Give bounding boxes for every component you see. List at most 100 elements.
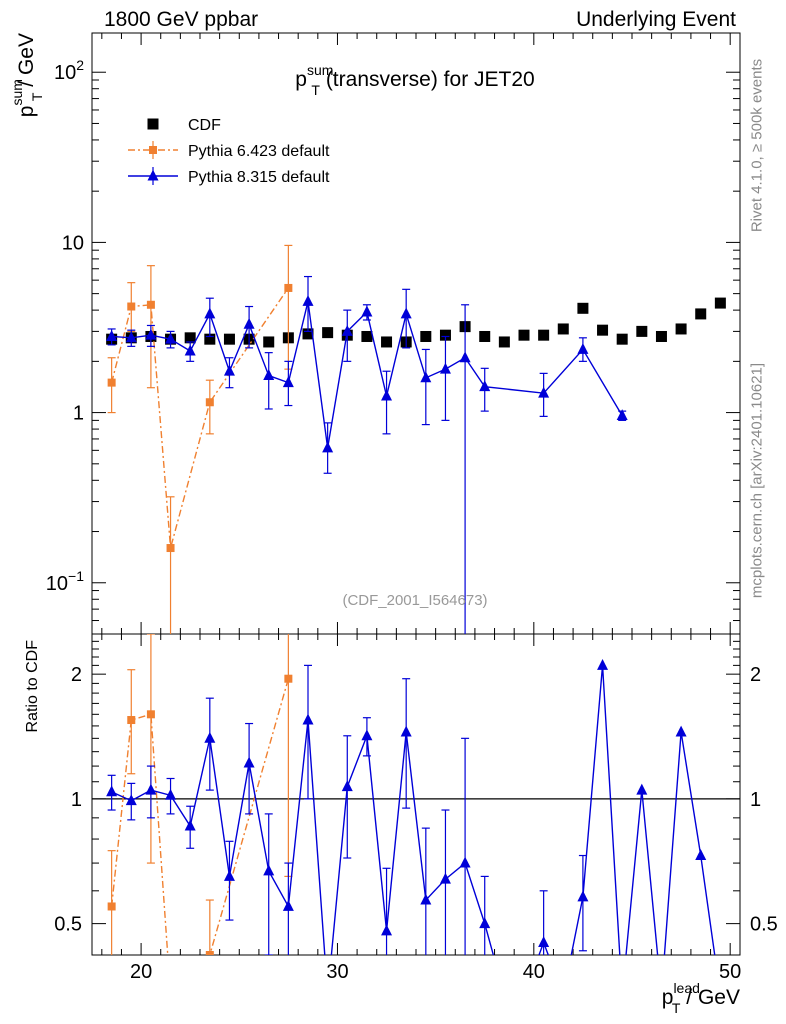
ratio-point-pythia-6-423-default — [146, 710, 155, 719]
ratio-point-pythia-8-315-default — [636, 783, 648, 795]
ratio-point-pythia-8-315-default — [381, 924, 393, 936]
data-point-cdf — [655, 330, 667, 342]
ratio-point-pythia-8-315-default — [577, 890, 589, 902]
header-left-label: 1800 GeV ppbar — [104, 8, 259, 31]
y-tick-label: 102 — [54, 57, 84, 84]
data-point-pythia-6-423-default — [107, 378, 116, 387]
legend-marker-pythia-6-423-default — [149, 146, 157, 154]
x-tick-label: 20 — [130, 961, 152, 983]
ratio-point-pythia-8-315-default — [361, 729, 373, 741]
ratio-point-pythia-8-315-default — [695, 849, 707, 860]
data-point-cdf — [439, 329, 451, 341]
header-right-label: Underlying Event — [576, 8, 736, 31]
data-point-pythia-8-315-default — [439, 362, 451, 374]
data-point-pythia-6-423-default — [205, 398, 214, 407]
data-point-pythia-8-315-default — [361, 305, 373, 317]
ratio-y-axis-label: Ratio to CDF — [24, 640, 41, 733]
data-point-cdf — [479, 330, 491, 342]
ratio-line-pythia-8-315-default — [111, 665, 716, 955]
ratio-point-pythia-8-315-default — [538, 936, 550, 948]
y-tick-label: 10 — [62, 232, 84, 254]
ratio-point-pythia-8-315-default — [302, 713, 314, 725]
ratio-point-pythia-8-315-default — [165, 788, 177, 800]
data-point-pythia-8-315-default — [381, 389, 393, 401]
data-point-cdf — [557, 323, 569, 335]
legend-marker-pythia-8-315-default — [147, 169, 159, 181]
ratio-point-pythia-8-315-default — [282, 900, 294, 911]
data-point-pythia-8-315-default — [145, 328, 157, 340]
data-point-cdf — [538, 329, 550, 341]
data-point-cdf — [204, 333, 216, 345]
data-point-cdf — [381, 336, 393, 348]
data-point-pythia-8-315-default — [106, 330, 118, 341]
x-tick-label: 30 — [326, 961, 348, 983]
data-point-pythia-8-315-default — [616, 409, 628, 421]
ratio-y-tick-label-right: 2 — [750, 664, 761, 686]
y-tick-label: 10−1 — [46, 568, 84, 595]
ratio-point-pythia-8-315-default — [459, 856, 471, 868]
data-point-cdf — [184, 332, 196, 344]
data-point-cdf — [577, 302, 589, 314]
data-point-pythia-8-315-default — [302, 294, 314, 306]
ratio-point-pythia-6-423-default — [107, 902, 116, 911]
data-point-pythia-8-315-default — [577, 343, 589, 354]
data-point-pythia-8-315-default — [184, 344, 196, 356]
data-point-pythia-8-315-default — [165, 332, 177, 344]
legend-label-cdf: CDF — [188, 117, 221, 134]
data-point-cdf — [263, 336, 275, 348]
ratio-y-tick-label: 2 — [71, 664, 82, 686]
legend-marker-cdf — [147, 118, 159, 130]
data-point-cdf — [675, 323, 687, 335]
ratio-y-tick-label: 0.5 — [54, 914, 82, 936]
legend: CDF Pythia 6.423 default Pythia 8.315 defa… — [128, 117, 330, 186]
data-point-cdf — [223, 333, 235, 345]
data-point-pythia-8-315-default — [459, 351, 471, 363]
ratio-y-tick-label: 1 — [71, 789, 82, 811]
data-point-pythia-8-315-default — [263, 369, 275, 381]
data-point-pythia-8-315-default — [243, 317, 255, 329]
y-axis-label: psum T / GeV — [9, 33, 45, 117]
data-point-pythia-8-315-default — [400, 307, 412, 319]
data-point-pythia-8-315-default — [341, 324, 353, 336]
data-point-cdf — [361, 330, 373, 342]
series-line-pythia-8-315-default — [111, 301, 623, 449]
data-point-pythia-6-423-default — [127, 302, 136, 311]
x-tick-label: 50 — [719, 961, 741, 983]
data-point-cdf — [420, 330, 432, 342]
ratio-point-pythia-8-315-default — [223, 869, 235, 881]
data-point-pythia-6-423-default — [284, 283, 293, 292]
ratio-point-pythia-8-315-default — [400, 725, 412, 737]
data-point-cdf — [695, 308, 707, 320]
x-tick-label: 40 — [523, 961, 545, 983]
data-point-pythia-6-423-default — [146, 300, 155, 309]
ratio-point-pythia-8-315-default — [263, 864, 275, 876]
main-series-group — [106, 244, 726, 634]
data-point-pythia-8-315-default — [322, 441, 334, 453]
data-point-cdf — [636, 325, 648, 337]
ratio-point-pythia-6-423-default — [284, 674, 293, 683]
y-tick-label: 1 — [73, 403, 84, 425]
ratio-y-tick-label-right: 1 — [750, 789, 761, 811]
series-line-pythia-6-423-default — [110, 287, 289, 549]
data-point-cdf — [302, 328, 314, 340]
data-point-pythia-8-315-default — [125, 331, 137, 343]
ratio-series-group — [106, 634, 716, 955]
data-point-pythia-6-423-default — [166, 544, 175, 553]
data-point-cdf — [498, 336, 510, 348]
plot-title: psum T (transverse) for JET20 — [295, 62, 534, 98]
ratio-line-pythia-6-423-default — [110, 678, 290, 955]
ratio-point-pythia-8-315-default — [184, 819, 196, 831]
legend-label-pythia-8-315-default: Pythia 8.315 default — [188, 169, 330, 186]
ratio-point-pythia-6-423-default — [205, 951, 214, 955]
ratio-point-pythia-8-315-default — [106, 785, 118, 797]
data-point-pythia-8-315-default — [204, 307, 216, 319]
x-axis-label: plead T / GeV — [662, 980, 740, 1016]
ratio-point-pythia-8-315-default — [145, 783, 157, 795]
data-point-cdf — [597, 324, 609, 336]
ratio-point-pythia-8-315-default — [420, 893, 432, 905]
data-point-cdf — [518, 329, 530, 341]
legend-label-pythia-6-423-default: Pythia 6.423 default — [188, 143, 330, 160]
data-point-cdf — [322, 327, 334, 339]
data-point-cdf — [616, 333, 628, 345]
